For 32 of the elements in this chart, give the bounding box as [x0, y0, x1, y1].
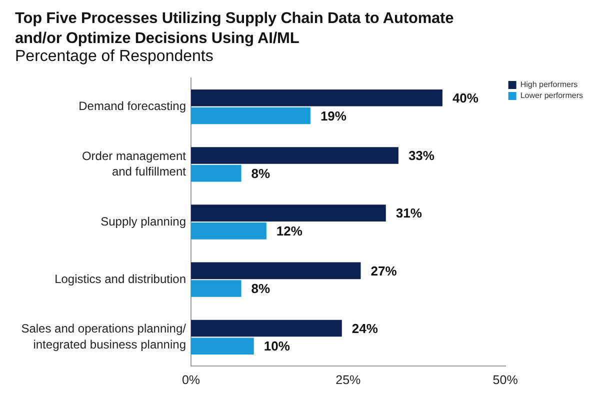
bar [191, 147, 398, 164]
bar [191, 89, 442, 106]
bar [191, 204, 386, 222]
data-label: 19% [320, 108, 347, 124]
chart-subtitle: Percentage of Respondents [15, 48, 214, 66]
x-tick-label: 50% [492, 372, 518, 387]
data-label: 31% [396, 206, 422, 221]
chart-title: Top Five Processes Utilizing Supply Chain Data to Automate and/or Optimize Decisions Using AI/ML [15, 9, 455, 49]
y-tick-label: Order management and fulfillment [82, 148, 187, 179]
bar [191, 262, 361, 280]
y-tick-label: Supply planning [100, 214, 186, 228]
bar [191, 107, 310, 124]
bar [191, 280, 242, 297]
x-tick-label: 25% [336, 372, 361, 387]
legend-label: High performers [520, 80, 578, 90]
bar [191, 164, 242, 182]
data-label: 12% [276, 224, 303, 239]
bar [191, 320, 342, 337]
data-label: 40% [452, 90, 479, 106]
y-tick-label: Sales and operations planning/ integrated business planning [21, 322, 187, 352]
x-tick-label: 0% [182, 372, 200, 387]
data-label: 33% [408, 148, 435, 164]
bar [191, 338, 254, 355]
data-label: 10% [264, 338, 290, 354]
data-label: 24% [352, 320, 378, 336]
y-tick-label: Logistics and distribution [54, 272, 186, 286]
data-label: 8% [251, 166, 271, 181]
legend-label: Lower performers [520, 91, 583, 100]
data-label: 8% [251, 281, 271, 296]
y-tick-label: Demand forecasting [78, 99, 186, 114]
bar [191, 222, 266, 240]
data-label: 27% [370, 263, 398, 278]
